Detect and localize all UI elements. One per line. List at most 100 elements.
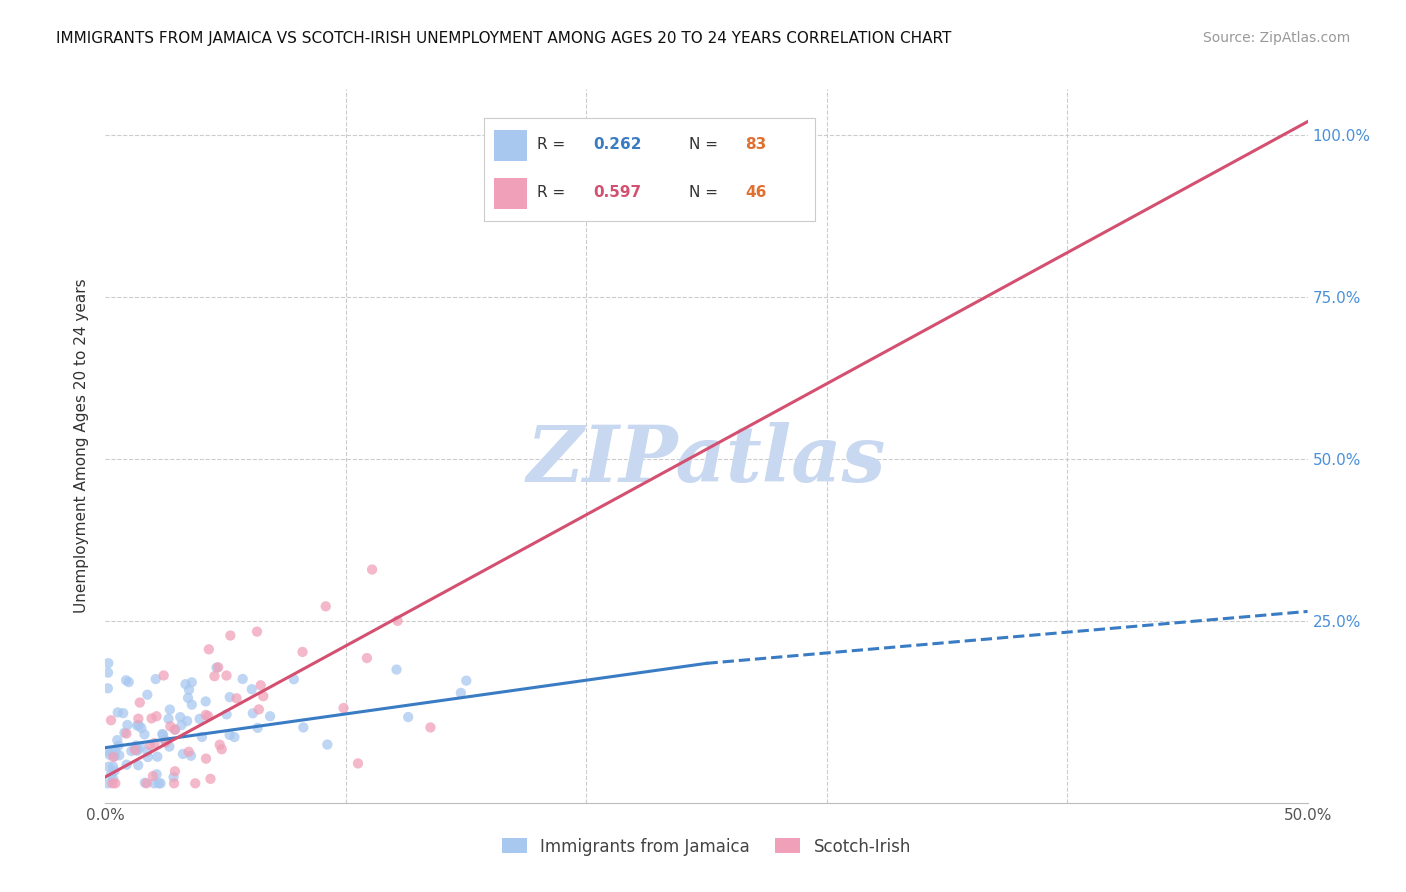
Text: IMMIGRANTS FROM JAMAICA VS SCOTCH-IRISH UNEMPLOYMENT AMONG AGES 20 TO 24 YEARS C: IMMIGRANTS FROM JAMAICA VS SCOTCH-IRISH … — [56, 31, 952, 46]
Point — [252, 689, 274, 703]
Point — [208, 738, 231, 752]
Point — [97, 760, 120, 774]
Point — [149, 776, 172, 790]
Point — [117, 718, 139, 732]
Point — [218, 690, 240, 705]
Point — [347, 756, 370, 771]
Point — [136, 688, 159, 702]
Point — [177, 690, 200, 705]
Point — [194, 694, 217, 708]
Point — [97, 744, 120, 758]
Point — [127, 718, 149, 732]
Point — [101, 772, 124, 786]
Point — [103, 750, 125, 764]
Point — [104, 776, 127, 790]
Point — [97, 776, 120, 790]
Point — [108, 748, 131, 763]
Point — [114, 725, 136, 739]
Point — [107, 706, 129, 720]
Point — [136, 745, 159, 759]
Point — [240, 682, 263, 697]
Point — [145, 672, 167, 686]
Point — [194, 707, 217, 722]
Point — [104, 744, 127, 758]
Point — [97, 681, 120, 696]
Point — [315, 599, 337, 614]
Point — [180, 675, 202, 690]
Point — [249, 678, 271, 692]
Point — [157, 712, 180, 726]
Point — [104, 749, 127, 764]
Point — [115, 673, 138, 688]
Point — [100, 767, 122, 781]
Point — [204, 669, 226, 683]
Text: ZIPatlas: ZIPatlas — [527, 422, 886, 499]
Point — [387, 614, 409, 628]
Point — [100, 713, 122, 727]
Point — [316, 738, 339, 752]
Point — [207, 660, 229, 674]
Point — [157, 739, 180, 754]
Point — [224, 730, 246, 744]
Point — [127, 744, 149, 758]
Point — [247, 702, 270, 716]
Point — [118, 675, 141, 690]
Point — [141, 711, 163, 725]
Point — [112, 706, 135, 721]
Point — [242, 706, 264, 721]
Point — [292, 721, 315, 735]
Point — [152, 728, 174, 742]
Point — [246, 624, 269, 639]
Point — [115, 726, 138, 740]
Point — [188, 712, 211, 726]
Point — [115, 757, 138, 772]
Point — [134, 727, 156, 741]
Point — [198, 642, 221, 657]
Y-axis label: Unemployment Among Ages 20 to 24 years: Unemployment Among Ages 20 to 24 years — [75, 278, 90, 614]
Point — [153, 732, 176, 747]
Point — [218, 728, 240, 742]
Point — [128, 718, 150, 732]
Point — [129, 740, 152, 755]
Point — [129, 721, 152, 735]
Point — [143, 736, 166, 750]
Point — [177, 745, 200, 759]
Point — [291, 645, 314, 659]
Point — [205, 660, 228, 674]
Point — [163, 723, 186, 737]
Text: Source: ZipAtlas.com: Source: ZipAtlas.com — [1202, 31, 1350, 45]
Point — [152, 668, 174, 682]
Point — [128, 696, 150, 710]
Point — [150, 727, 173, 741]
Point — [120, 744, 142, 758]
Point — [176, 714, 198, 728]
Point — [148, 776, 170, 790]
Point — [332, 701, 354, 715]
Point — [163, 723, 186, 737]
Point — [162, 770, 184, 784]
Point — [195, 751, 218, 765]
Point — [172, 747, 194, 761]
Point — [139, 738, 162, 752]
Point — [127, 742, 149, 756]
Point — [180, 698, 202, 712]
Legend: Immigrants from Jamaica, Scotch-Irish: Immigrants from Jamaica, Scotch-Irish — [495, 831, 918, 863]
Point — [125, 739, 148, 753]
Point — [180, 748, 202, 763]
Point — [124, 741, 146, 756]
Point — [145, 767, 167, 781]
Point — [259, 709, 281, 723]
Point — [200, 772, 222, 786]
Point — [101, 776, 124, 790]
Point — [184, 776, 207, 790]
Point — [232, 672, 254, 686]
Point — [356, 651, 378, 665]
Point — [361, 562, 384, 576]
Point — [177, 682, 200, 697]
Point — [103, 764, 125, 778]
Point — [283, 672, 305, 686]
Point — [215, 668, 238, 682]
Point — [134, 775, 156, 789]
Point — [456, 673, 478, 688]
Point — [225, 691, 247, 706]
